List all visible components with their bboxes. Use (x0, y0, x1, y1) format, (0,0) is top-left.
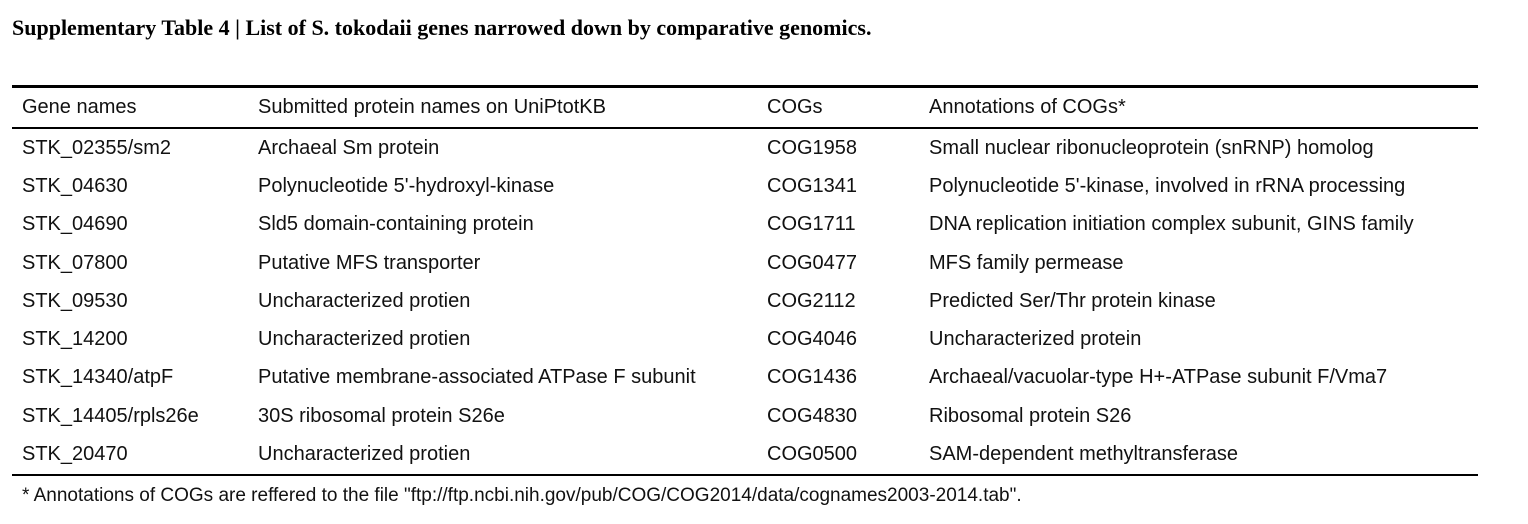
gene-name-cell: STK_14405/rpls26e (22, 404, 199, 427)
protein-name-cell: Sld5 domain-containing protein (258, 213, 534, 236)
annotation-cell: Small nuclear ribonucleoprotein (snRNP) … (929, 136, 1374, 159)
cog-cell: COG0477 (767, 251, 858, 274)
table-row: STK_20470 Uncharacterized protien COG050… (12, 435, 1478, 476)
table-title: Supplementary Table 4 | List of S. tokod… (12, 15, 872, 40)
table-header: Gene names Submitted protein names on Un… (12, 85, 1478, 129)
annotation-cell: Polynucleotide 5'-kinase, involved in rR… (929, 174, 1406, 197)
table-row: STK_02355/sm2 Archaeal Sm protein COG195… (12, 128, 1478, 167)
table-row: STK_04690 Sld5 domain-containing protein… (12, 206, 1478, 244)
header-annotations: Annotations of COGs* (919, 85, 1478, 129)
protein-name-cell: Uncharacterized protien (248, 435, 757, 476)
genes-table: Gene names Submitted protein names on Un… (12, 85, 1478, 476)
annotation-cell: Archaeal/vacuolar-type H+-ATPase subunit… (929, 366, 1388, 389)
gene-name-cell: STK_14340/atpF (22, 366, 174, 389)
gene-name-cell: STK_04690 (22, 213, 128, 236)
annotation-cell: Predicted Ser/Thr protein kinase (929, 289, 1216, 312)
protein-name-cell: Polynucleotide 5'-hydroxyl-kinase (258, 174, 555, 197)
header-gene-names: Gene names (12, 85, 248, 129)
annotation-cell: MFS family permease (929, 251, 1124, 274)
gene-name-cell: STK_09530 (22, 289, 128, 312)
annotation-cell: Uncharacterized protein (929, 328, 1142, 351)
cog-cell: COG4046 (767, 328, 858, 351)
table-container: Gene names Submitted protein names on Un… (12, 85, 1478, 476)
header-cogs: COGs (757, 85, 919, 129)
gene-name-cell: STK_07800 (22, 251, 128, 274)
header-protein-names: Submitted protein names on UniPtotKB (248, 85, 757, 129)
protein-name-cell: Uncharacterized protien (258, 328, 471, 351)
protein-name-cell: Putative MFS transporter (258, 251, 481, 274)
table-row: STK_04630 Polynucleotide 5'-hydroxyl-kin… (12, 167, 1478, 205)
cog-cell: COG1436 (767, 366, 858, 389)
protein-name-cell: 30S ribosomal protein S26e (258, 404, 505, 427)
table-row: STK_07800 Putative MFS transporter COG04… (12, 244, 1478, 282)
header-row: Gene names Submitted protein names on Un… (12, 85, 1478, 129)
cog-cell: COG1711 (767, 213, 856, 236)
table-row: STK_14405/rpls26e 30S ribosomal protein … (12, 397, 1478, 435)
table-row: STK_14340/atpF Putative membrane-associa… (12, 359, 1478, 397)
cog-cell: COG4830 (767, 404, 858, 427)
cog-cell: COG1341 (767, 174, 858, 197)
annotation-cell: SAM-dependent methyltransferase (919, 435, 1478, 476)
cog-cell: COG1958 (767, 136, 858, 159)
table-row: STK_14200 Uncharacterized protien COG404… (12, 320, 1478, 358)
annotation-cell: Ribosomal protein S26 (929, 404, 1132, 427)
protein-name-cell: Putative membrane-associated ATPase F su… (258, 366, 696, 389)
protein-name-cell: Uncharacterized protien (258, 289, 471, 312)
annotation-cell: DNA replication initiation complex subun… (929, 213, 1414, 236)
gene-name-cell: STK_14200 (22, 328, 128, 351)
table-row: STK_09530 Uncharacterized protien COG211… (12, 282, 1478, 320)
cog-cell: COG0500 (757, 435, 919, 476)
gene-name-cell: STK_04630 (22, 174, 128, 197)
table-body: STK_02355/sm2 Archaeal Sm protein COG195… (12, 128, 1478, 476)
table-footnote: * Annotations of COGs are reffered to th… (22, 485, 1022, 506)
protein-name-cell: Archaeal Sm protein (258, 136, 440, 159)
gene-name-cell: STK_20470 (12, 435, 248, 476)
cog-cell: COG2112 (767, 289, 856, 312)
gene-name-cell: STK_02355/sm2 (22, 136, 171, 159)
